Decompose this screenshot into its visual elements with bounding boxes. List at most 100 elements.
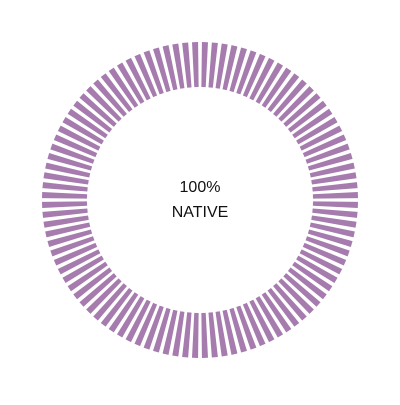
gauge-segment [100,287,133,327]
gauge-segment [208,42,218,88]
gauge-segment [50,143,95,164]
gauge-segment [86,278,122,314]
gauge-segment [302,242,347,266]
gauge-segment [42,208,88,218]
gauge-segment [47,153,93,171]
gauge-segment [283,273,321,307]
gauge-segment [134,53,158,98]
gauge-segment [249,299,275,343]
gauge-segment [93,79,127,117]
gauge-segment [45,162,91,178]
gauge-segment [53,242,98,266]
gauge-segment [222,45,238,91]
gauge-segment [125,299,151,343]
gauge-segment [67,108,108,139]
gauge-segment [236,305,257,350]
gauge-segment [261,292,292,333]
gauge-segment [73,100,113,133]
gauge-segment [309,222,355,238]
gauge-segment [143,50,164,95]
gauge-segment [153,47,171,93]
gauge-segment [312,208,358,218]
gauge-segment [273,79,307,117]
gauge-segment [222,309,238,355]
gauge-segment [299,249,343,275]
gauge-segment [192,312,199,358]
gauge-segment [307,229,353,247]
gauge-segment [116,62,145,104]
gauge-segment [267,287,300,327]
gauge-segment [62,116,104,145]
gauge-segment [229,307,247,353]
gauge-segment [309,162,355,178]
gauge-segment [273,283,307,321]
gauge-segment [57,249,101,275]
gauge-segment [302,134,347,158]
gauge-segment [93,283,127,321]
gauge-segment [172,311,185,357]
gauge-segment [42,192,88,199]
gauge-segment [153,307,171,353]
gauge-segment [208,312,218,358]
gauge-segment [292,108,333,139]
gauge-segment [134,302,158,347]
gauge-segment [305,143,350,164]
gauge-segment [182,42,192,88]
gauge-segment [201,42,208,88]
gauge-segment [79,273,117,307]
gauge-segment [296,255,338,284]
category-label: NATIVE [172,204,229,221]
gauge-segment [312,201,358,208]
gauge-segment [100,73,133,113]
gauge-segment [57,125,101,151]
gauge-segment [229,47,247,93]
gauge-segment [162,309,178,355]
gauge-segment [255,296,284,338]
gauge-segment [43,215,89,228]
gauge-segment [42,201,88,208]
gauge-segment [283,93,321,127]
gauge-segment [53,134,98,158]
gauge-segment [143,305,164,350]
gauge-segment [278,278,314,314]
gauge-segment [267,73,300,113]
gauge-segment [79,93,117,127]
gauge-segment [287,267,327,300]
gauge-segment [192,42,199,88]
value-label: 100% [180,179,221,196]
gauge-segment [261,67,292,108]
gauge-segment [116,296,145,338]
gauge-segment [242,53,266,98]
gauge-segment [182,312,192,358]
gauge-segment [242,302,266,347]
gauge-segment [299,125,343,151]
gauge-segment [292,261,333,292]
gauge-segment [45,222,91,238]
gauge-segment [307,153,353,171]
gauge-segment [305,236,350,257]
gauge-ring [42,42,358,358]
gauge-segment [50,236,95,257]
gauge-segment [172,43,185,89]
gauge-segment [255,62,284,104]
gauge-segment [311,172,357,185]
gauge-segment [278,86,314,122]
gauge-segment [296,116,338,145]
gauge-segment [47,229,93,247]
gauge-segment [125,57,151,101]
gauge-segment [108,67,139,108]
gauge-segment [215,311,228,357]
gauge-segment [86,86,122,122]
gauge-segment [312,182,358,192]
gauge-segment [311,215,357,228]
gauge-segment [162,45,178,91]
gauge-segment [312,192,358,199]
gauge-segment [67,261,108,292]
gauge-segment [249,57,275,101]
gauge-segment [201,312,208,358]
gauge-segment [108,292,139,333]
gauge-segment [62,255,104,284]
gauge-segment [236,50,257,95]
gauge-segment [43,172,89,185]
